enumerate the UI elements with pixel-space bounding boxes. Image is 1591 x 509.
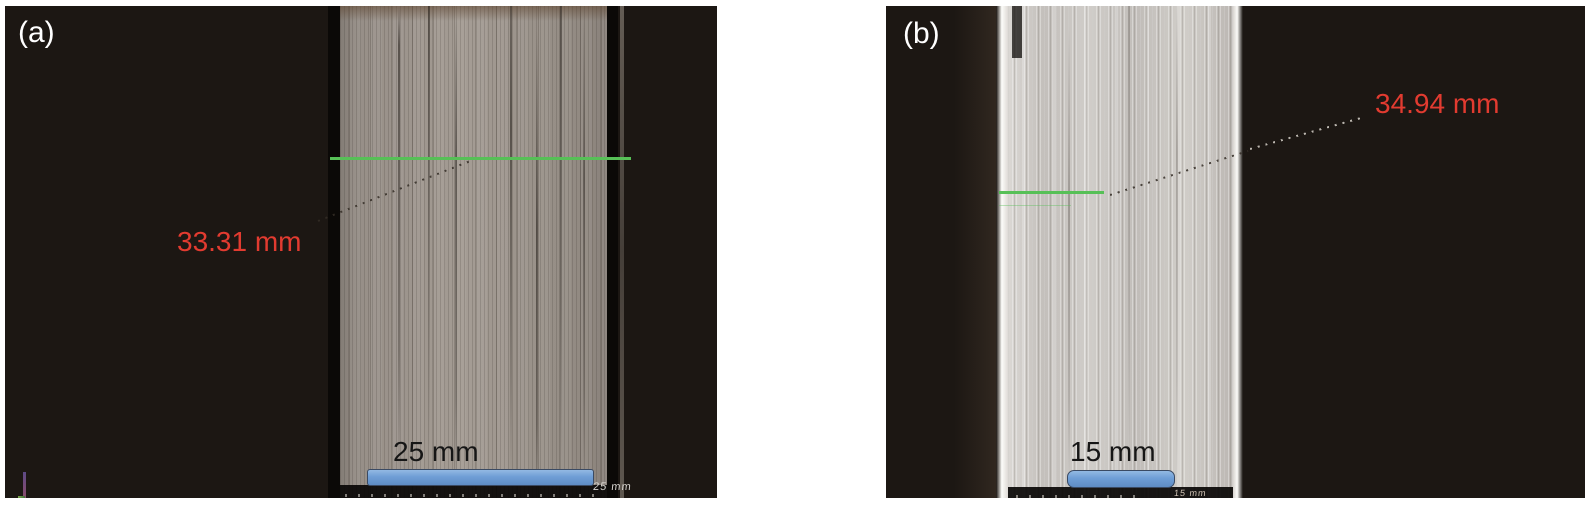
- sample-a-crack: [560, 6, 562, 498]
- sample-a-outer-wall-line: [620, 6, 624, 498]
- measurement-line-a: [330, 157, 631, 160]
- sample-a-crack: [510, 6, 512, 498]
- axis-triad-artifact: [18, 472, 32, 498]
- sample-a-crack: [583, 6, 585, 498]
- ruler-ticks-b: [1016, 495, 1136, 498]
- scale-bar-a: [367, 469, 594, 486]
- sample-a-left-gap: [328, 6, 340, 498]
- ruler-ticks-a: [345, 494, 603, 497]
- ruler-micro-label-b: 15 mm: [1173, 488, 1208, 498]
- sample-b-left-edge: [996, 6, 1008, 498]
- sample-b-crack: [1176, 6, 1178, 498]
- sample-a-crack: [398, 6, 400, 498]
- sample-b-crack: [1128, 6, 1130, 498]
- measurement-value-b: 34.94 mm: [1375, 88, 1500, 119]
- sample-a-crack: [428, 6, 430, 498]
- measurement-value-a: 33.31 mm: [177, 226, 302, 257]
- sample-b-right-edge: [1233, 6, 1243, 498]
- ct-sample-column-b: [1008, 6, 1233, 498]
- sample-b-crack: [1068, 6, 1070, 498]
- sample-a-crack: [536, 6, 538, 498]
- ct-scan-panel-a: (a) 33.31 mm 25 mm 25 mm: [5, 6, 717, 498]
- scale-bar-b: [1067, 470, 1175, 488]
- ct-sample-column-a: [340, 6, 607, 498]
- measurement-leader-dots-b-on-background: [1249, 116, 1365, 150]
- sample-a-crack: [455, 6, 457, 498]
- scale-label-b: 15 mm: [1070, 436, 1156, 467]
- panel-b-label: (b): [903, 17, 940, 50]
- sample-b-top-notch: [1012, 6, 1022, 58]
- measurement-line-b-faint: [999, 205, 1071, 206]
- sample-b-left-shadow: [954, 6, 996, 498]
- measurement-line-b: [999, 191, 1104, 194]
- panel-a-label: (a): [18, 16, 55, 49]
- ruler-strip-b: [1008, 487, 1233, 498]
- ruler-micro-label-a: 25 mm: [592, 481, 633, 493]
- scale-label-a: 25 mm: [393, 436, 479, 467]
- ct-scan-panel-b: (b) 34.94 mm 15 mm 15 mm: [886, 6, 1585, 498]
- axis-artifact-stem: [23, 472, 26, 498]
- axis-artifact-dot: [18, 496, 25, 498]
- sample-a-right-gap: [607, 6, 618, 498]
